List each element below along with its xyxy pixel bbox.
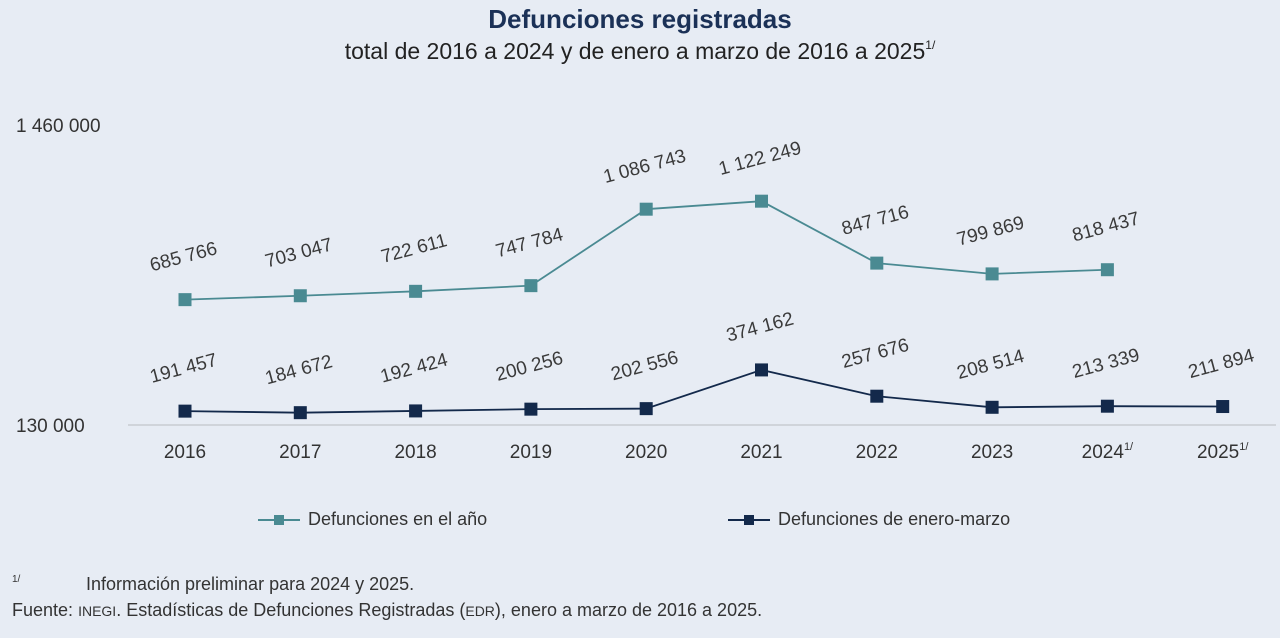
x-tick-footnote-marker: 1/ <box>1239 441 1249 453</box>
data-label: 747 784 <box>494 224 566 262</box>
series-annual: 685 766 703 047 722 611 747 784 1 086 743 1 1… <box>148 138 1142 307</box>
source-text-2: ), enero a marzo de 2016 a 2025. <box>494 600 763 620</box>
data-label: 1 122 249 <box>717 138 804 180</box>
data-point-marker <box>639 202 653 216</box>
data-point-marker <box>1100 399 1114 413</box>
footnote-text: Información preliminar para 2024 y 2025. <box>86 574 415 594</box>
data-label: 818 437 <box>1070 208 1142 246</box>
data-point-marker <box>293 406 307 420</box>
x-tick-footnote-marker: 1/ <box>1124 441 1134 453</box>
footnote-marker: 1/ <box>12 574 21 585</box>
data-point-marker <box>178 293 192 307</box>
data-point-marker <box>755 363 768 377</box>
data-point-marker <box>409 404 423 418</box>
x-tick-label: 2018 <box>394 442 436 463</box>
legend-label-q1: Defunciones de enero-marzo <box>778 509 1011 529</box>
x-tick-label: 20251/ <box>1197 441 1249 463</box>
legend-swatch-annual-icon <box>258 513 300 527</box>
data-label: 208 514 <box>955 346 1027 384</box>
x-tick-label: 2016 <box>164 442 206 463</box>
data-point-marker <box>639 402 653 416</box>
data-point-marker <box>1216 400 1230 414</box>
x-tick-label: 2017 <box>279 442 321 463</box>
line-chart: 130 000 1 460 000 2016 2017 2018 2019 2020 202… <box>16 116 1276 463</box>
series-line <box>184 368 1223 414</box>
data-label: 685 766 <box>148 238 220 276</box>
data-point-marker <box>293 289 307 303</box>
y-tick-label: 130 000 <box>16 416 85 437</box>
x-tick-label: 2021 <box>740 442 782 463</box>
subtitle-text: total de 2016 a 2024 y de enero a marzo … <box>344 38 926 64</box>
data-point-marker <box>524 279 538 293</box>
data-point-marker <box>755 194 768 208</box>
y-axis: 130 000 1 460 000 <box>16 116 101 437</box>
data-label: 1 086 743 <box>601 146 688 188</box>
x-tick-label: 2019 <box>510 442 552 463</box>
data-label: 374 162 <box>724 309 796 347</box>
data-label: 703 047 <box>263 234 335 272</box>
data-label: 202 556 <box>609 347 681 385</box>
data-label: 847 716 <box>839 202 911 240</box>
data-point-marker <box>1100 263 1114 277</box>
x-axis: 2016 2017 2018 2019 2020 2021 2022 2023 20241/20… <box>128 424 1276 463</box>
x-tick-label: 20241/ <box>1082 441 1134 463</box>
footnote-preliminary: 1/Información preliminar para 2024 y 202… <box>12 574 414 595</box>
y-tick-label: 1 460 000 <box>16 116 101 137</box>
series-q1: 191 457 184 672 192 424 200 256 202 556 374 1… <box>148 309 1257 420</box>
x-tick-label: 2022 <box>856 442 898 463</box>
data-label: 257 676 <box>839 335 911 373</box>
footnote-source: Fuente: INEGI. Estadísticas de Defuncion… <box>12 600 762 621</box>
subtitle-footnote-marker: 1/ <box>925 38 936 52</box>
data-label: 192 424 <box>378 349 450 387</box>
source-label: Fuente: <box>12 600 74 620</box>
source-abbr: EDR <box>465 603 495 619</box>
data-point-marker <box>870 389 884 403</box>
series-layer: 685 766 703 047 722 611 747 784 1 086 743 1 1… <box>148 138 1257 420</box>
data-label: 184 672 <box>263 351 335 389</box>
source-org: INEGI <box>78 603 117 619</box>
data-label: 191 457 <box>148 350 220 388</box>
legend-item-annual: Defunciones en el año <box>258 509 487 530</box>
data-point-marker <box>409 284 423 298</box>
data-point-marker <box>524 402 538 416</box>
x-tick-label: 2023 <box>971 442 1013 463</box>
data-label: 200 256 <box>494 348 566 386</box>
data-point-marker <box>870 256 884 270</box>
data-label: 722 611 <box>379 230 449 268</box>
chart-subtitle: total de 2016 a 2024 y de enero a marzo … <box>0 38 1280 65</box>
data-point-marker <box>985 400 999 414</box>
source-text-1: . Estadísticas de Defunciones Registrada… <box>116 600 466 620</box>
x-tick-label: 2020 <box>625 442 667 463</box>
data-point-marker <box>985 267 999 281</box>
chart-title: Defunciones registradas <box>488 4 792 34</box>
data-label: 213 339 <box>1070 345 1142 383</box>
data-label: 799 869 <box>955 213 1027 251</box>
legend-item-q1: Defunciones de enero-marzo <box>728 509 1010 530</box>
data-point-marker <box>178 404 192 418</box>
data-label: 211 894 <box>1186 345 1257 383</box>
legend-swatch-q1-icon <box>728 513 770 527</box>
legend-label-annual: Defunciones en el año <box>308 509 488 529</box>
